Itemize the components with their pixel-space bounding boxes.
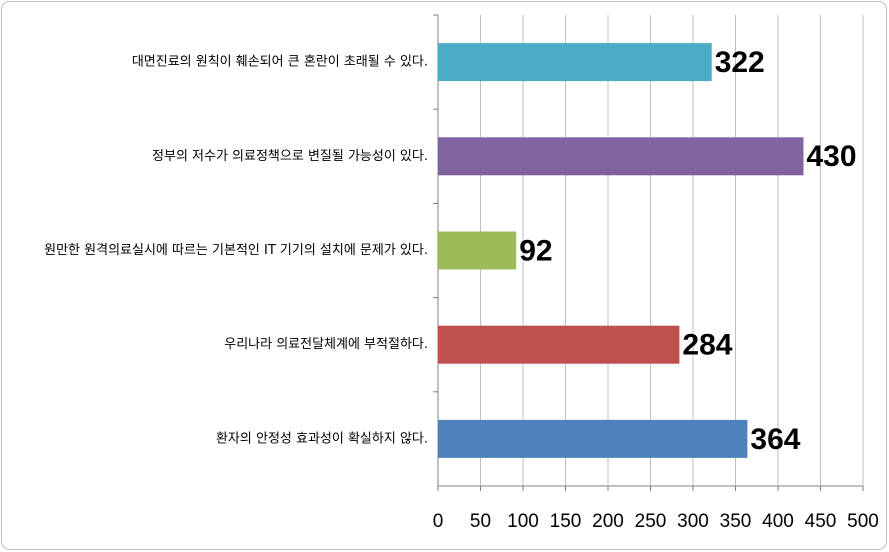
x-tick-label: 350 xyxy=(720,511,752,532)
x-tick-label: 250 xyxy=(635,511,667,532)
x-tick-label: 50 xyxy=(470,511,491,532)
data-label: 322 xyxy=(715,46,765,79)
y-tick-label: 우리나라 의료전달체계에 부적절하다. xyxy=(224,337,428,352)
x-tick-label: 500 xyxy=(847,511,879,532)
data-label: 284 xyxy=(682,329,732,362)
bar xyxy=(438,325,680,364)
x-tick-label: 100 xyxy=(507,511,539,532)
x-tick-label: 200 xyxy=(592,511,624,532)
bar xyxy=(438,419,748,458)
data-label: 364 xyxy=(750,423,800,456)
bar xyxy=(438,43,712,82)
x-tick-label: 0 xyxy=(433,511,444,532)
y-tick-label: 대면진료의 원칙이 훼손되어 큰 혼란이 초래될 수 있다. xyxy=(132,55,428,70)
bar xyxy=(438,231,517,270)
data-label: 92 xyxy=(519,234,552,267)
y-tick-label: 정부의 저수가 의료정책으로 변질될 가능성이 있다. xyxy=(152,149,428,164)
data-label: 430 xyxy=(807,140,857,173)
x-tick-label: 400 xyxy=(762,511,794,532)
x-tick-label: 150 xyxy=(550,511,582,532)
x-tick-label: 450 xyxy=(805,511,837,532)
y-tick-label: 환자의 안정성 효과성이 확실하지 않다. xyxy=(216,431,428,446)
y-tick-label: 원만한 원격의료실시에 따르는 기본적인 IT 기기의 설치에 문제가 있다. xyxy=(44,243,428,258)
x-tick-label: 300 xyxy=(677,511,709,532)
bar xyxy=(438,137,804,176)
